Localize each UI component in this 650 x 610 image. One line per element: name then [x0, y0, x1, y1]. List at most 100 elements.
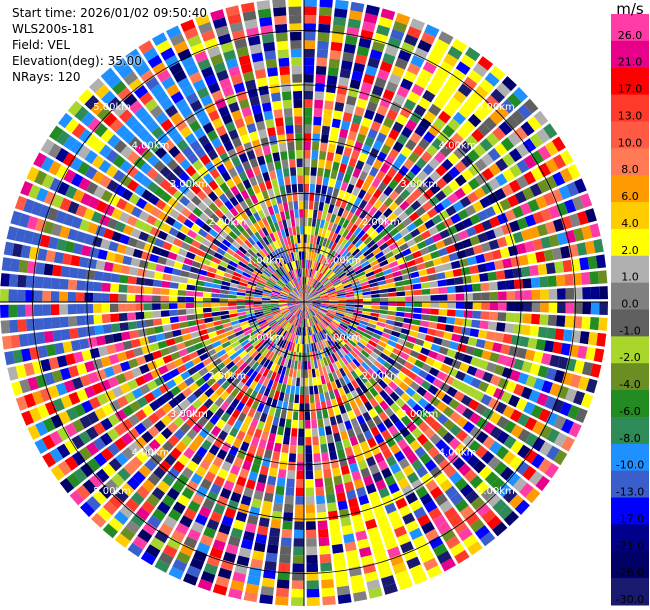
range-gate-cell: [376, 24, 391, 37]
range-gate-cell: [235, 391, 245, 402]
range-gate-cell: [253, 297, 262, 300]
range-gate-cell: [399, 242, 409, 252]
range-gate-cell: [283, 358, 289, 368]
range-gate-cell: [403, 361, 414, 370]
range-gate-cell: [57, 460, 72, 476]
range-gate-cell: [379, 400, 389, 411]
range-gate-cell: [236, 401, 245, 412]
range-gate-cell: [304, 133, 312, 142]
range-gate-cell: [184, 360, 195, 370]
range-gate-cell: [304, 302, 312, 306]
range-gate-cell: [507, 194, 520, 208]
range-gate-cell: [299, 302, 304, 310]
range-gate-cell: [270, 302, 279, 304]
range-gate-cell: [306, 335, 309, 345]
range-gate-cell: [487, 147, 501, 162]
range-gate-cell: [447, 152, 460, 165]
range-gate-cell: [368, 340, 378, 348]
range-gate-cell: [425, 528, 440, 542]
range-gate-cell: [384, 273, 394, 280]
range-gate-cell: [215, 418, 226, 430]
colorbar-bin: [611, 470, 649, 499]
range-gate-cell: [274, 259, 281, 268]
range-gate-cell: [357, 229, 366, 239]
range-gate-cell: [304, 298, 312, 302]
range-gate-cell: [304, 141, 311, 151]
range-gate-cell: [17, 274, 27, 288]
range-gate-cell: [480, 531, 496, 547]
range-gate-cell: [406, 452, 419, 464]
range-gate-cell: [382, 89, 395, 101]
range-gate-cell: [313, 453, 321, 463]
range-gate-cell: [47, 236, 59, 250]
range-gate-cell: [410, 365, 421, 375]
range-gate-cell: [321, 228, 327, 238]
range-gate-cell: [346, 183, 355, 194]
range-gate-cell: [240, 275, 250, 281]
range-gate-cell: [0, 273, 10, 287]
range-gate-cell: [350, 336, 359, 344]
range-gate-cell: [248, 318, 257, 324]
field-text: Field: VEL: [12, 38, 71, 52]
range-gate-cell: [152, 62, 167, 76]
range-gate-cell: [286, 236, 292, 245]
range-gate-cell: [77, 268, 87, 280]
range-gate-cell: [524, 349, 536, 361]
range-gate-cell: [256, 281, 266, 287]
range-gate-cell: [71, 216, 83, 229]
range-gate-cell: [270, 333, 278, 342]
range-gate-cell: [330, 321, 339, 329]
range-gate-cell: [267, 379, 274, 389]
range-gate-cell: [330, 213, 337, 223]
range-gate-cell: [544, 175, 558, 190]
range-gate-cell: [280, 247, 286, 256]
range-gate-cell: [253, 490, 264, 501]
range-gate-cell: [552, 341, 563, 354]
range-gate-cell: [273, 354, 280, 364]
range-gate-cell: [364, 571, 379, 583]
range-gate-cell: [379, 124, 391, 136]
range-gate-cell: [276, 579, 290, 589]
range-gate-cell: [343, 191, 352, 202]
range-gate-cell: [462, 275, 472, 284]
range-gate-cell: [398, 211, 409, 222]
range-gate-cell: [304, 175, 310, 184]
range-gate-cell: [277, 203, 284, 213]
range-gate-cell: [79, 374, 92, 387]
range-gate-cell: [314, 470, 323, 479]
range-gate-cell: [230, 398, 240, 409]
range-gate-cell: [599, 302, 608, 315]
range-gate-cell: [313, 325, 318, 334]
range-gate-cell: [193, 254, 204, 263]
range-gate-cell: [383, 185, 394, 197]
range-gate-cell: [554, 261, 565, 274]
range-gate-cell: [157, 501, 171, 515]
range-gate-cell: [219, 77, 232, 90]
range-gate-cell: [318, 201, 325, 211]
range-gate-cell: [272, 502, 283, 512]
range-gate-cell: [294, 360, 298, 370]
range-gate-cell: [473, 347, 484, 358]
range-gate-cell: [353, 289, 363, 294]
range-gate-cell: [162, 440, 174, 453]
range-gate-cell: [142, 522, 157, 536]
range-gate-cell: [377, 69, 390, 81]
range-gate-cell: [105, 251, 116, 262]
range-gate-cell: [281, 91, 292, 101]
range-gate-cell: [327, 288, 336, 293]
range-gate-cell: [458, 463, 472, 477]
range-gate-cell: [256, 265, 265, 273]
range-gate-cell: [276, 125, 285, 136]
range-gate-cell: [343, 264, 352, 272]
range-gate-cell: [278, 303, 288, 306]
range-gate-cell: [176, 231, 187, 241]
range-gate-cell: [144, 98, 159, 112]
range-gate-cell: [305, 318, 308, 328]
range-gate-cell: [141, 417, 154, 430]
range-gate-cell: [224, 200, 234, 211]
range-gate-cell: [366, 419, 376, 430]
range-gate-cell: [217, 468, 229, 480]
range-gate-cell: [304, 299, 313, 302]
range-gate-cell: [405, 194, 416, 205]
range-gate-cell: [290, 290, 298, 297]
